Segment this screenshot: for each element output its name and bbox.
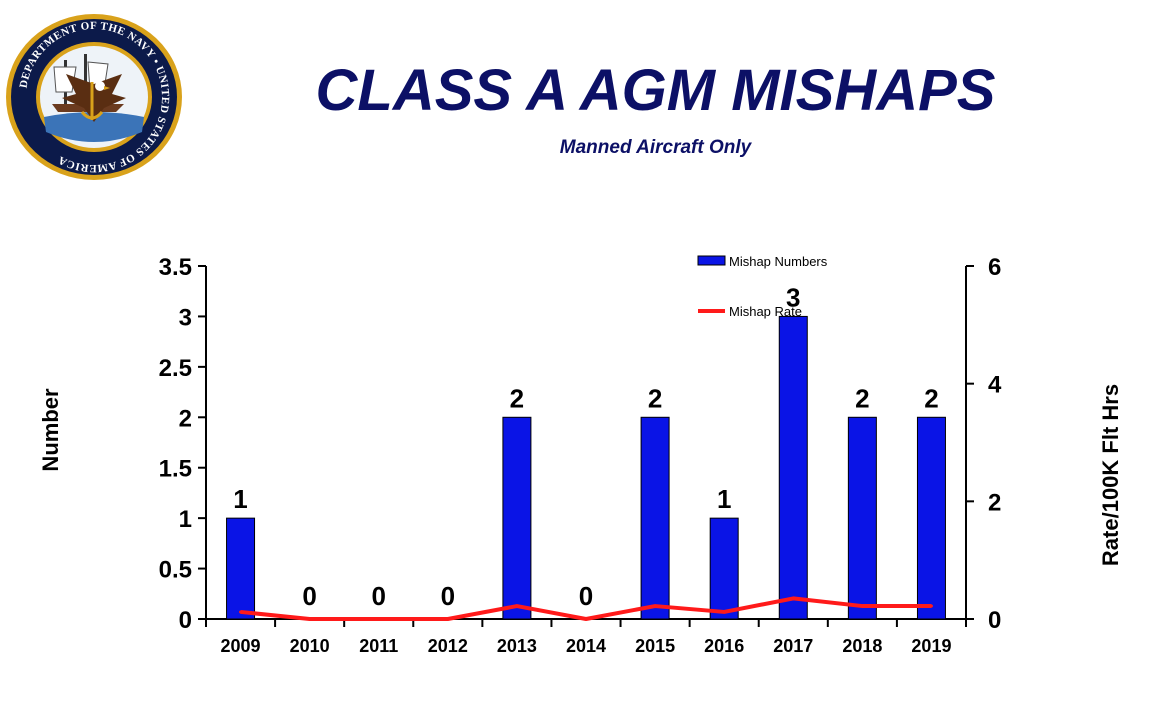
data-label: 3 <box>786 282 800 312</box>
line-series <box>239 596 933 621</box>
bar <box>226 517 256 620</box>
line-point <box>308 617 312 621</box>
y2-tick-label: 4 <box>988 372 1002 399</box>
line-point <box>722 610 726 614</box>
line-point <box>929 604 933 608</box>
y-tick-label: 0.5 <box>159 557 192 584</box>
line-point <box>515 604 519 608</box>
page-subtitle: Manned Aircraft Only <box>559 137 752 158</box>
bar-series <box>226 315 946 620</box>
y2-tick-label: 6 <box>988 254 1001 281</box>
line-point <box>584 617 588 621</box>
line-point <box>377 617 381 621</box>
y2-axis-label: Rate/100K Flt Hrs <box>1098 384 1123 566</box>
line-point <box>653 604 657 608</box>
bar <box>640 416 670 620</box>
x-tick-label: 2009 <box>221 636 261 656</box>
navy-seal-icon: DEPARTMENT OF THE NAVY • UNITED STATES O… <box>6 14 182 180</box>
x-tick-label: 2017 <box>773 636 813 656</box>
bar <box>847 416 877 620</box>
legend-swatch-bar <box>697 255 726 266</box>
y-tick-label: 3 <box>179 304 192 331</box>
data-label: 2 <box>924 383 938 413</box>
y2-tick-label: 0 <box>988 607 1001 634</box>
line-point <box>860 604 864 608</box>
y-tick-label: 0 <box>179 607 192 634</box>
line-point <box>791 596 795 600</box>
x-tick-label: 2010 <box>290 636 330 656</box>
x-tick-label: 2019 <box>911 636 951 656</box>
x-tick-label: 2015 <box>635 636 675 656</box>
y-tick-label: 3.5 <box>159 254 192 281</box>
x-tick-label: 2014 <box>566 636 606 656</box>
y-tick-label: 1.5 <box>159 456 192 483</box>
data-labels: 1 0 0 0 2 0 2 1 3 2 2 <box>233 282 938 611</box>
data-label: 0 <box>371 581 385 611</box>
data-label: 0 <box>302 581 316 611</box>
bar <box>709 517 739 620</box>
y-tick-label: 1 <box>179 506 192 533</box>
x-tick-label: 2013 <box>497 636 537 656</box>
data-label: 2 <box>648 383 662 413</box>
page-title: CLASS A AGM MISHAPS <box>315 58 996 123</box>
data-label: 0 <box>579 581 593 611</box>
y-tick-label: 2.5 <box>159 355 192 382</box>
bar <box>778 315 808 620</box>
data-label: 0 <box>441 581 455 611</box>
y-tick-label: 2 <box>179 405 192 432</box>
line-point <box>446 617 450 621</box>
line-point <box>239 610 243 614</box>
data-label: 2 <box>855 383 869 413</box>
data-label: 1 <box>717 484 731 514</box>
data-label: 1 <box>233 484 247 514</box>
x-tick-label: 2018 <box>842 636 882 656</box>
bar <box>916 416 946 620</box>
x-tick-label: 2016 <box>704 636 744 656</box>
chart-legend: Mishap Numbers Mishap Rate <box>697 254 828 319</box>
legend-label: Mishap Rate <box>729 304 802 319</box>
legend-label: Mishap Numbers <box>729 254 828 269</box>
data-label: 2 <box>510 383 524 413</box>
y2-tick-label: 2 <box>988 489 1001 516</box>
bar <box>502 416 532 620</box>
x-tick-label: 2012 <box>428 636 468 656</box>
y-axis-label: Number <box>38 388 63 472</box>
x-tick-label: 2011 <box>359 636 398 656</box>
